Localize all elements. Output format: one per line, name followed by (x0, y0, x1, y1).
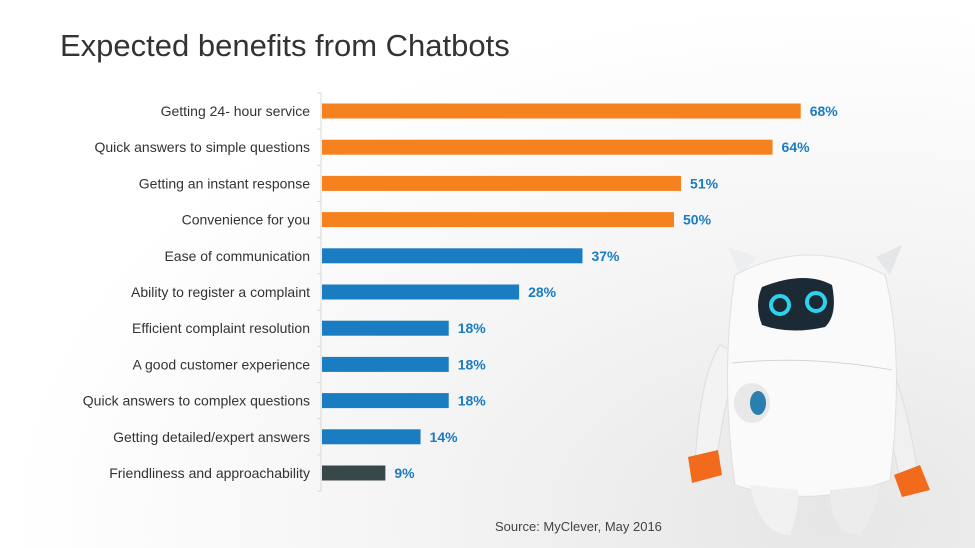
data-label: 18% (458, 393, 487, 409)
bar (322, 139, 773, 155)
category-label: Getting an instant response (139, 175, 310, 191)
category-label: Friendliness and approachability (109, 465, 310, 481)
bar (322, 284, 520, 300)
bar (322, 212, 674, 228)
category-label: Getting detailed/expert answers (113, 429, 310, 445)
bar (322, 356, 449, 372)
data-label: 51% (690, 175, 719, 191)
chart-title: Expected benefits from Chatbots (60, 28, 510, 63)
category-label: Efficient complaint resolution (132, 320, 310, 336)
bar (322, 429, 421, 445)
data-label: 64% (782, 139, 811, 155)
data-label: 14% (430, 429, 459, 445)
data-label: 68% (810, 103, 839, 119)
data-label: 37% (591, 248, 620, 264)
category-label: Convenience for you (182, 212, 310, 228)
category-label: A good customer experience (133, 356, 311, 372)
category-label: Ease of communication (164, 248, 310, 264)
bar (322, 248, 583, 264)
category-label: Quick answers to simple questions (94, 139, 310, 155)
data-label: 28% (528, 284, 557, 300)
data-label: 9% (394, 465, 415, 481)
robot-illustration (688, 245, 930, 535)
bar (322, 320, 449, 336)
category-label: Getting 24- hour service (161, 103, 311, 119)
source-note: Source: MyClever, May 2016 (495, 519, 662, 534)
data-label: 18% (458, 320, 487, 336)
bar (322, 393, 449, 409)
data-label: 18% (458, 356, 487, 372)
category-label: Quick answers to complex questions (83, 393, 310, 409)
bar (322, 465, 386, 481)
bar (322, 175, 682, 191)
category-label: Ability to register a complaint (131, 284, 310, 300)
bar (322, 103, 801, 119)
data-label: 50% (683, 212, 712, 228)
